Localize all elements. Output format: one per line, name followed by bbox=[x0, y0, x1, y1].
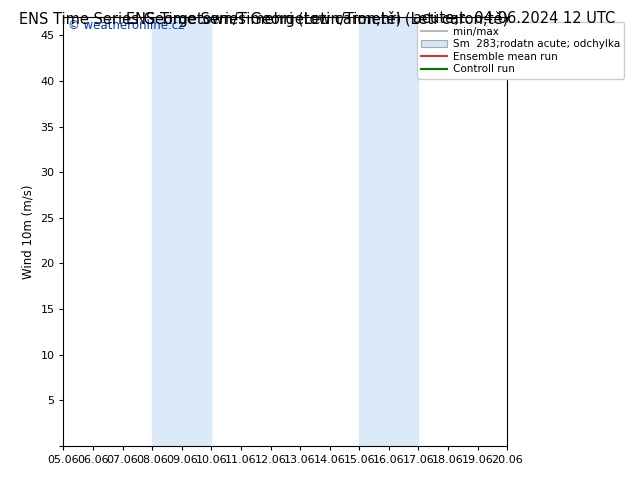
Legend: min/max, Sm  283;rodatn acute; odchylka, Ensemble mean run, Controll run: min/max, Sm 283;rodatn acute; odchylka, … bbox=[417, 23, 624, 78]
Text: ENS Time Series Georgetown/Timehri (Leti caron;tě): ENS Time Series Georgetown/Timehri (Leti… bbox=[19, 11, 401, 27]
Text: ENS Time Series Georgetown/Timehri (Leti caron;tě): ENS Time Series Georgetown/Timehri (Leti… bbox=[126, 11, 508, 27]
Bar bbox=[359, 17, 418, 446]
Y-axis label: Wind 10m (m/s): Wind 10m (m/s) bbox=[22, 184, 35, 279]
Text: acute;t. 04.06.2024 12 UTC: acute;t. 04.06.2024 12 UTC bbox=[413, 11, 615, 26]
Text: © weatheronline.cz: © weatheronline.cz bbox=[68, 19, 184, 32]
Bar bbox=[152, 17, 211, 446]
